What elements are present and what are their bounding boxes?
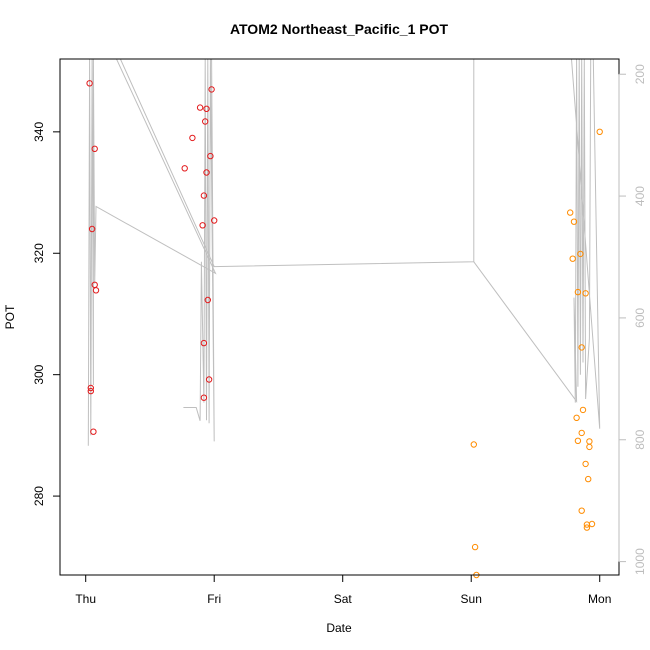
data-point-s2-5: [569, 255, 576, 262]
data-point-s1-15: [200, 192, 208, 199]
data-point-s1-8: [92, 287, 100, 294]
data-point-s2-21: [586, 443, 593, 451]
x-tick-label-mon: Mon: [588, 592, 611, 606]
y-axis-label: POT: [3, 304, 17, 329]
data-point-s2-14: [579, 406, 587, 414]
chart-title: ATOM2 Northeast_Pacific_1 POT: [230, 21, 449, 37]
data-point-s1-14: [200, 339, 208, 347]
y2-tick-label-600: 600: [633, 308, 647, 328]
data-point-s2-15: [582, 460, 589, 468]
y-tick-label-320: 320: [32, 243, 46, 263]
y2-tick-label-1000: 1000: [633, 548, 647, 575]
data-point-s1-20: [205, 376, 213, 383]
x-tick-label-thu: Thu: [75, 592, 96, 606]
data-point-s1-7: [91, 145, 98, 153]
data-point-s1-9: [181, 165, 188, 172]
data-point-s1-1: [86, 80, 93, 87]
y2-tick-label-400: 400: [633, 186, 647, 206]
data-point-s2-8: [574, 437, 582, 444]
y-tick-label-340: 340: [32, 122, 46, 142]
data-point-s1-19: [204, 296, 212, 304]
y-axis: 280 300 320 340: [32, 122, 61, 506]
data-point-s2-4: [567, 209, 574, 216]
y-tick-label-280: 280: [32, 486, 46, 506]
data-point-s2-20: [586, 438, 593, 445]
plot-frame: [59, 58, 620, 576]
data-point-s2-1: [470, 441, 477, 448]
data-point-s1-16: [202, 118, 209, 125]
y2-tick-label-200: 200: [633, 64, 647, 84]
data-point-s1-5: [90, 428, 97, 435]
x-tick-label-fri: Fri: [207, 592, 221, 606]
data-point-s2-17: [583, 524, 591, 531]
data-point-s1-10: [189, 134, 196, 142]
data-point-s1-3: [87, 387, 95, 395]
series-line-2: [119, 59, 475, 268]
x-axis: Thu Fri Sat Sun Mon: [75, 574, 611, 606]
data-point-s2-13: [578, 429, 585, 437]
data-point-s2-9: [574, 288, 582, 296]
data-point-s1-13: [200, 394, 208, 401]
series-line-3: [473, 59, 601, 429]
data-point-s1-23: [211, 217, 218, 224]
data-point-s1-18: [203, 169, 210, 176]
data-point-s1-17: [203, 105, 210, 113]
point-layer: [86, 80, 603, 579]
x-axis-label: Date: [326, 621, 352, 635]
y2-axis: 200 400 600 800 1000: [618, 64, 647, 575]
data-point-s2-19: [585, 475, 592, 483]
data-point-s1-21: [207, 152, 214, 160]
data-point-s2-7: [573, 414, 580, 421]
y-tick-label-300: 300: [32, 364, 46, 384]
data-point-s1-12: [199, 222, 206, 229]
data-point-s2-10: [577, 250, 584, 258]
data-point-s1-4: [88, 225, 96, 233]
data-point-s2-6: [570, 218, 578, 225]
data-point-s2-23: [596, 128, 603, 136]
data-point-s2-12: [578, 507, 585, 514]
data-point-s2-11: [578, 344, 585, 351]
data-point-s1-2: [87, 384, 95, 392]
x-tick-label-sun: Sun: [461, 592, 482, 606]
series-line-1: [87, 59, 217, 446]
line-layer: [87, 59, 601, 446]
y2-tick-label-800: 800: [633, 429, 647, 449]
data-point-s2-16: [582, 290, 589, 297]
data-point-s1-11: [196, 104, 204, 111]
data-point-s2-22: [588, 520, 596, 528]
data-point-s1-22: [208, 86, 215, 93]
x-tick-label-sat: Sat: [334, 592, 353, 606]
data-point-s2-2: [471, 543, 479, 551]
